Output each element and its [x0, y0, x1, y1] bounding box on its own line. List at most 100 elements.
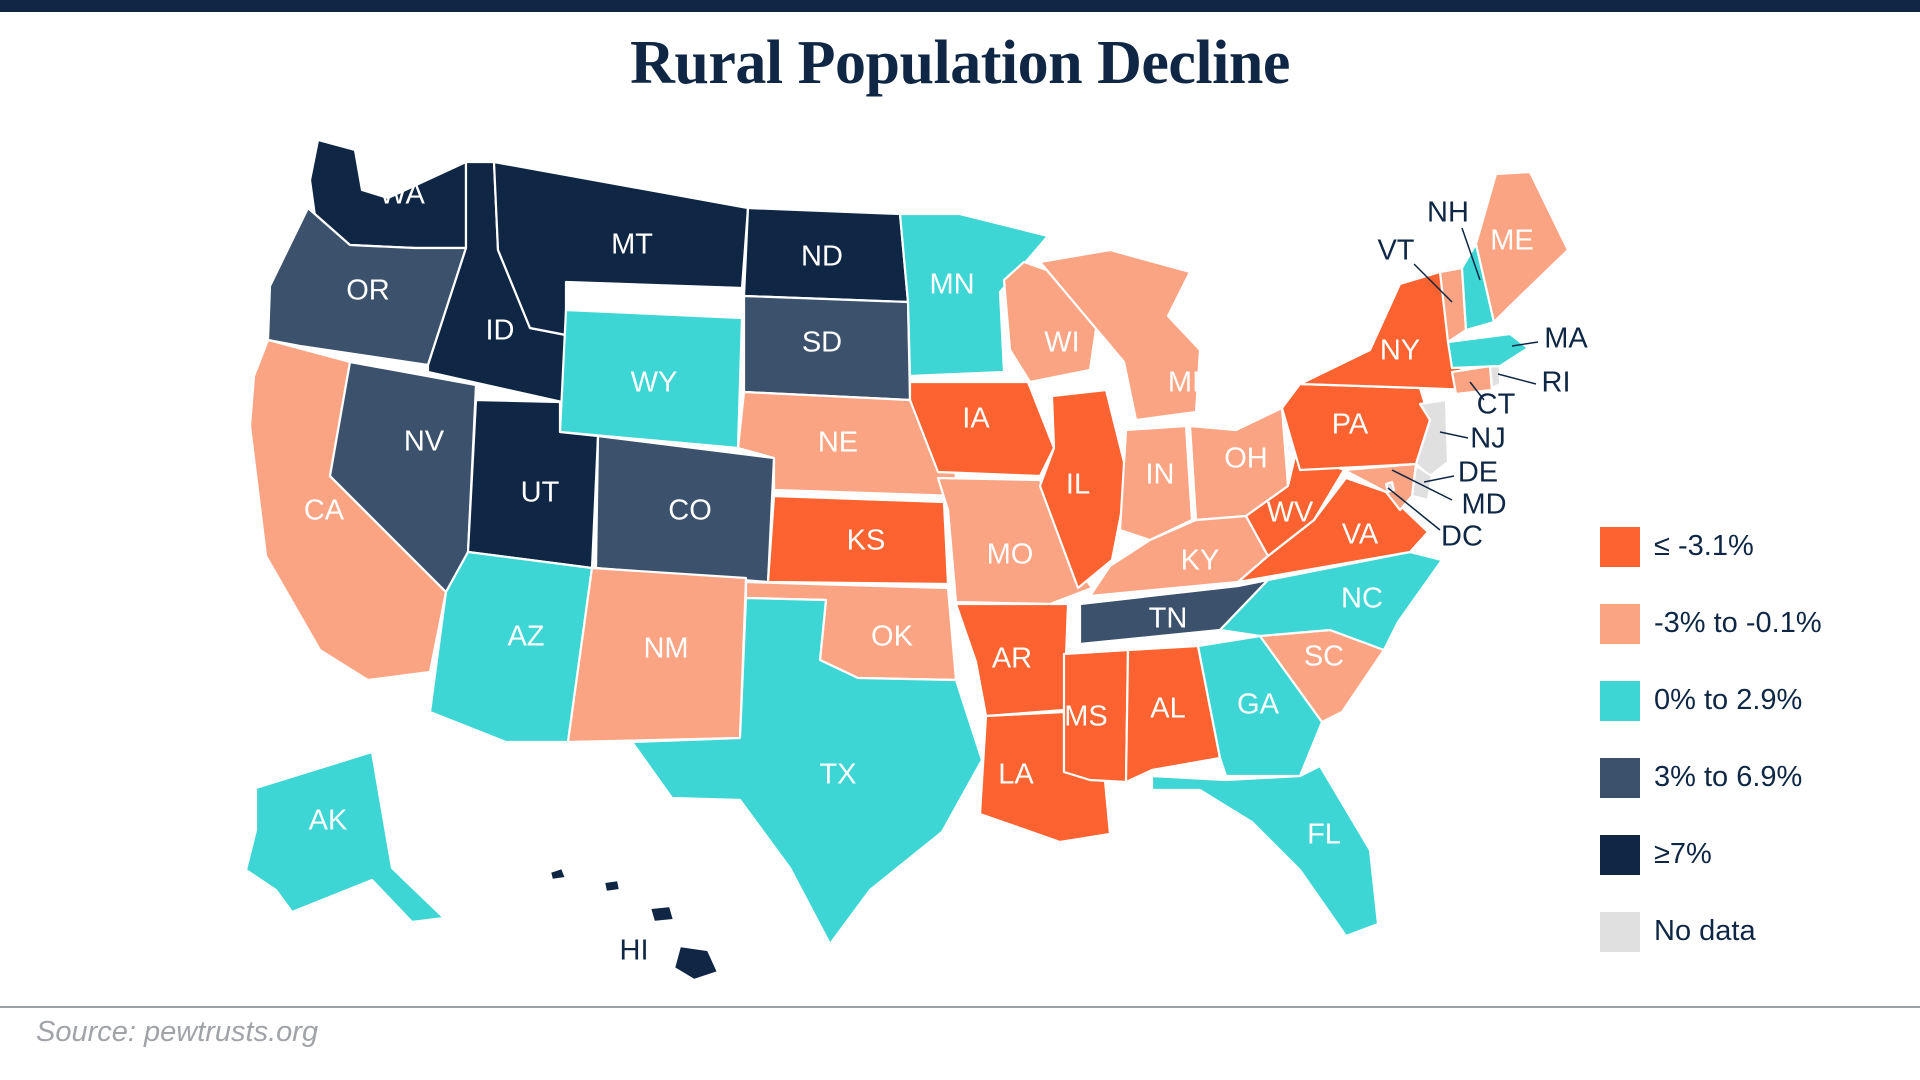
state-hi-islet-3[interactable]	[648, 904, 676, 924]
label-nv: NV	[404, 426, 445, 458]
label-nm: NM	[643, 633, 688, 665]
legend-item: 3% to 6.9%	[1600, 739, 1822, 816]
legend-item: -3% to -0.1%	[1600, 585, 1822, 662]
label-ms: MS	[1064, 701, 1108, 733]
label-co: CO	[668, 495, 712, 527]
label-ky: KY	[1181, 545, 1220, 577]
label-vt: VT	[1377, 235, 1414, 267]
label-ar: AR	[992, 643, 1032, 675]
label-pa: PA	[1332, 409, 1369, 441]
state-mn[interactable]	[898, 212, 1050, 378]
label-de: DE	[1458, 457, 1498, 489]
label-oh: OH	[1224, 443, 1268, 475]
state-me[interactable]	[1474, 170, 1570, 324]
label-tx: TX	[819, 759, 856, 791]
label-or: OR	[346, 275, 390, 307]
label-ne: NE	[818, 427, 858, 459]
label-ny: NY	[1380, 335, 1420, 367]
legend-label: ≥7%	[1654, 838, 1712, 870]
leader-dc	[1387, 487, 1441, 531]
state-fl[interactable]	[1150, 764, 1380, 938]
legend-swatch	[1600, 911, 1640, 952]
legend-swatch	[1600, 526, 1640, 567]
label-ri: RI	[1542, 367, 1571, 399]
label-ak: AK	[309, 805, 348, 837]
legend-label: ≤ -3.1%	[1654, 530, 1754, 562]
label-ca: CA	[304, 495, 345, 527]
legend-label: -3% to -0.1%	[1654, 607, 1822, 639]
source-credit: Source: pewtrusts.org	[36, 1016, 319, 1048]
leader-de	[1423, 475, 1455, 483]
label-wa: WA	[379, 179, 425, 211]
legend-label: 3% to 6.9%	[1654, 761, 1803, 793]
legend-label: No data	[1654, 915, 1756, 947]
label-wi: WI	[1044, 327, 1079, 359]
us-map: WA OR CA ID NV MT WY UT CO AZ NM ND SD N…	[244, 138, 1588, 982]
legend-swatch	[1600, 757, 1640, 798]
legend-item: ≥7%	[1600, 816, 1822, 893]
label-ct: CT	[1477, 389, 1516, 421]
label-nj: NJ	[1470, 423, 1505, 455]
state-tx[interactable]	[630, 596, 984, 946]
label-me: ME	[1490, 225, 1534, 257]
state-dc[interactable]	[1384, 480, 1396, 494]
state-ms[interactable]	[1062, 648, 1130, 784]
label-mo: MO	[987, 539, 1034, 571]
state-ak[interactable]	[244, 750, 446, 924]
label-md: MD	[1461, 489, 1506, 521]
label-dc: DC	[1441, 521, 1483, 553]
label-mi: MI	[1168, 367, 1200, 399]
label-ga: GA	[1237, 689, 1280, 721]
leader-ct	[1469, 381, 1485, 401]
legend-swatch	[1600, 680, 1640, 721]
label-wv: WV	[1267, 497, 1314, 529]
legend-item: ≤ -3.1%	[1600, 508, 1822, 585]
top-bar	[0, 0, 1920, 12]
state-al[interactable]	[1124, 644, 1222, 784]
state-mi[interactable]	[1038, 248, 1202, 422]
legend: ≤ -3.1% -3% to -0.1% 0% to 2.9% 3% to 6.…	[1600, 508, 1822, 970]
label-az: AZ	[507, 621, 544, 653]
legend-swatch	[1600, 603, 1640, 644]
label-tn: TN	[1149, 603, 1188, 635]
state-nc[interactable]	[1218, 550, 1444, 652]
label-hi: HI	[620, 935, 649, 967]
label-ut: UT	[521, 477, 560, 509]
label-al: AL	[1150, 693, 1185, 725]
state-hi[interactable]	[672, 944, 720, 982]
leader-md	[1391, 469, 1453, 501]
legend-label: 0% to 2.9%	[1654, 684, 1803, 716]
label-ia: IA	[962, 403, 990, 435]
legend-item: No data	[1600, 893, 1822, 970]
label-fl: FL	[1307, 819, 1341, 851]
leader-ri	[1497, 373, 1537, 385]
leader-nj	[1439, 431, 1469, 439]
label-sc: SC	[1304, 641, 1344, 673]
label-il: IL	[1066, 469, 1090, 501]
leader-vt	[1413, 263, 1453, 303]
label-nd: ND	[801, 241, 843, 273]
leader-nh	[1461, 227, 1481, 281]
label-in: IN	[1146, 459, 1175, 491]
state-hi-islet-1[interactable]	[548, 866, 568, 882]
legend-swatch	[1600, 834, 1640, 875]
state-ma[interactable]	[1446, 332, 1530, 370]
label-id: ID	[486, 315, 515, 347]
leader-ma	[1511, 341, 1539, 347]
label-la: LA	[998, 759, 1034, 791]
label-mn: MN	[929, 269, 974, 301]
state-hi-islet-2[interactable]	[602, 878, 622, 894]
label-ks: KS	[847, 525, 886, 557]
label-mt: MT	[611, 229, 653, 261]
label-wy: WY	[631, 367, 678, 399]
state-ri[interactable]	[1488, 364, 1502, 390]
map-title: Rural Population Decline	[630, 29, 1290, 97]
label-nh: NH	[1427, 197, 1469, 229]
label-ok: OK	[871, 621, 914, 653]
label-ma: MA	[1544, 323, 1588, 355]
state-il[interactable]	[1038, 388, 1130, 590]
state-ks[interactable]	[766, 494, 950, 586]
footer-divider	[0, 1006, 1920, 1008]
state-ia[interactable]	[908, 380, 1056, 478]
legend-item: 0% to 2.9%	[1600, 662, 1822, 739]
